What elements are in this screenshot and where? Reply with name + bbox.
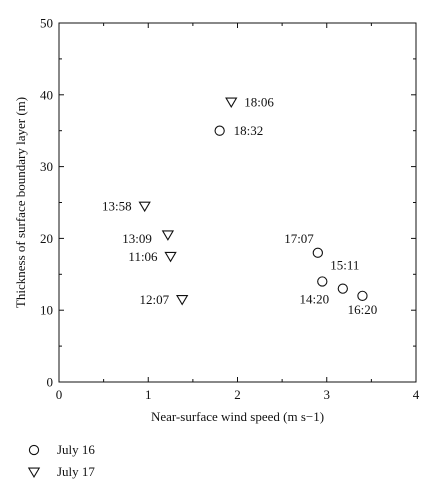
data-point-triangle <box>176 294 189 306</box>
data-point-circle <box>357 290 368 301</box>
point-label: 12:07 <box>140 292 170 307</box>
legend-triangle-marker <box>27 467 41 479</box>
data-point-circle <box>214 125 225 136</box>
y-axis-label: Thickness of surface boundary layer (m) <box>13 97 28 308</box>
point-label: 18:06 <box>244 94 274 109</box>
x-axis-label: Near-surface wind speed (m s−1) <box>151 409 324 424</box>
data-point-circle <box>317 276 328 287</box>
point-label: 17:07 <box>284 231 314 246</box>
point-label: 13:09 <box>122 231 152 246</box>
x-tick-label: 3 <box>324 387 331 402</box>
data-point-triangle <box>161 230 175 241</box>
data-point-triangle <box>138 201 151 213</box>
x-tick-label: 0 <box>56 387 63 402</box>
y-tick-label: 20 <box>40 231 53 246</box>
x-tick-label: 4 <box>413 387 420 402</box>
legend-entry-label: July 16 <box>57 442 95 457</box>
y-tick-label: 30 <box>40 159 53 174</box>
x-tick-label: 2 <box>234 387 241 402</box>
y-tick-label: 50 <box>40 16 53 31</box>
legend-entry-label: July 17 <box>57 464 95 479</box>
data-point-triangle <box>164 251 177 263</box>
point-label: 16:20 <box>348 302 378 317</box>
data-point-triangle <box>225 97 238 109</box>
point-label: 14:20 <box>299 291 329 306</box>
y-tick-label: 40 <box>40 87 53 102</box>
point-label: 13:58 <box>102 199 132 214</box>
point-label: 15:11 <box>330 258 359 273</box>
legend-circle-marker <box>28 444 40 456</box>
point-label: 18:32 <box>234 123 264 138</box>
data-point-circle <box>337 283 348 294</box>
legend: July 16 July 17 <box>27 442 95 479</box>
x-tick-label: 1 <box>145 387 152 402</box>
point-label: 11:06 <box>128 249 158 264</box>
y-tick-label: 0 <box>47 375 54 390</box>
y-tick-label: 10 <box>40 303 53 318</box>
data-point-circle <box>312 247 323 258</box>
